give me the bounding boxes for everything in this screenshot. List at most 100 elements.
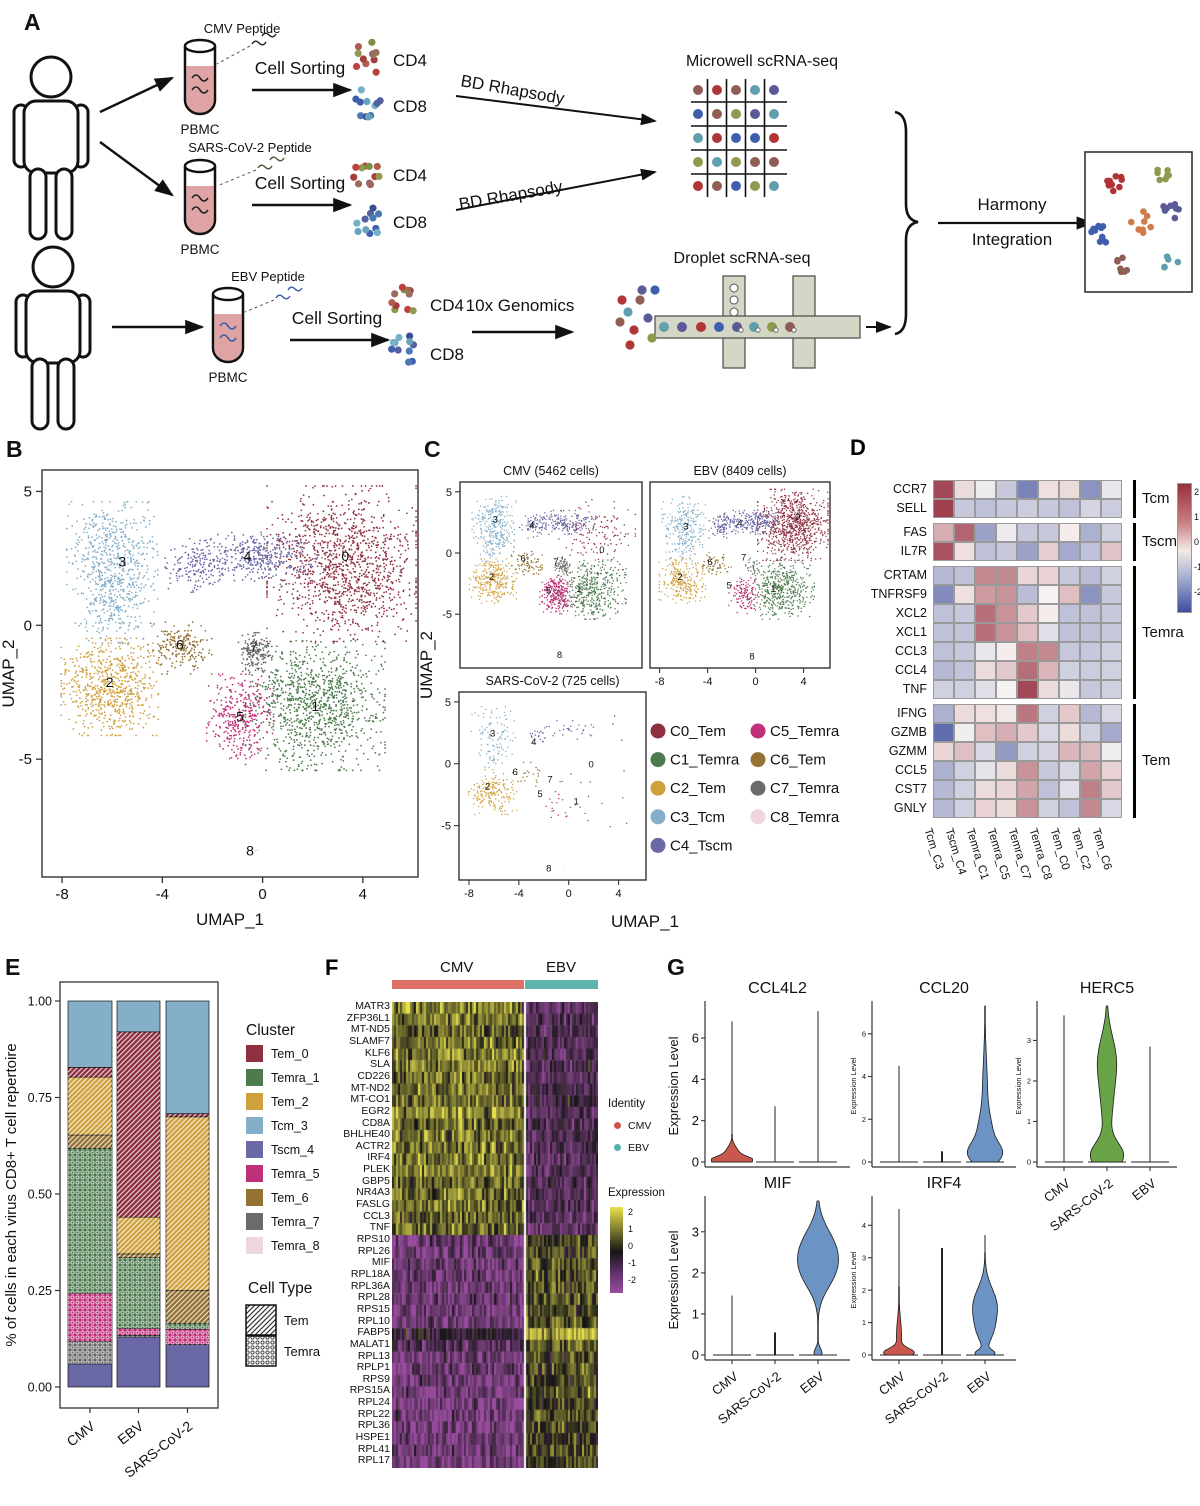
c-y-tick: 0 bbox=[445, 759, 451, 771]
svg-text:0: 0 bbox=[588, 759, 593, 770]
g-x-category: CMV bbox=[709, 1368, 741, 1398]
c-legend-C5_Temra: C5_Temra bbox=[770, 723, 840, 740]
expression-heatmap-canvas bbox=[392, 1002, 598, 1468]
g-x-category: CMV bbox=[1041, 1175, 1073, 1205]
d-heat-cell bbox=[1101, 523, 1122, 542]
svg-text:4: 4 bbox=[529, 521, 534, 532]
d-gene-label: CCR7 bbox=[892, 482, 927, 496]
d-heat-cell bbox=[1038, 680, 1059, 699]
d-heat-cell bbox=[1080, 723, 1101, 742]
svg-text:5: 5 bbox=[537, 789, 542, 800]
d-colorbar-tick: 1 bbox=[1194, 512, 1200, 522]
g-y-tick: 1 bbox=[862, 1318, 866, 1327]
f-colorbar-tick: 2 bbox=[628, 1207, 634, 1217]
g-y-tick: 2 bbox=[862, 1115, 866, 1124]
d-heat-cell bbox=[1038, 585, 1059, 604]
d-gene-row: CRTAM bbox=[855, 566, 1122, 585]
d-heat-cell bbox=[933, 780, 954, 799]
d-heat-cell bbox=[954, 723, 975, 742]
g-y-tick: 0 bbox=[692, 1155, 699, 1170]
d-heat-cell bbox=[996, 723, 1017, 742]
d-group-bar bbox=[1133, 480, 1136, 518]
e-y-tick: 0.50 bbox=[28, 1188, 52, 1202]
d-heat-cell bbox=[1017, 542, 1038, 561]
expression-colorbar bbox=[610, 1207, 623, 1293]
d-heat-cell bbox=[933, 680, 954, 699]
c-legend-C4_Tscm: C4_Tscm bbox=[670, 837, 733, 854]
d-heat-cell bbox=[1038, 799, 1059, 818]
d-heat-cell bbox=[1080, 742, 1101, 761]
d-gene-label: XCL2 bbox=[895, 606, 927, 620]
g-y-tick: 1 bbox=[692, 1306, 699, 1321]
e-x-category: CMV bbox=[63, 1417, 98, 1449]
d-gene-label: CCL3 bbox=[895, 644, 927, 658]
g-y-tick: 1 bbox=[1027, 1117, 1031, 1126]
f-gene-label: CD8A bbox=[361, 1116, 390, 1129]
d-colorbar-tick: -2 bbox=[1194, 587, 1200, 597]
d-gene-row: FAS bbox=[855, 523, 1122, 542]
g-plot-title-CCL20: CCL20 bbox=[919, 980, 969, 997]
ebv-header-bar bbox=[525, 980, 598, 989]
d-heat-cell bbox=[954, 542, 975, 561]
e-legend-Tcm_3: Tcm_3 bbox=[271, 1119, 308, 1133]
person-icon bbox=[14, 245, 92, 431]
d-heat-cell bbox=[1038, 661, 1059, 680]
e-legend-Tem_0: Tem_0 bbox=[271, 1047, 309, 1061]
d-heat-cell bbox=[1038, 480, 1059, 499]
g-y-tick: 0 bbox=[862, 1158, 866, 1167]
d-column-label: Tem_C2 bbox=[1068, 827, 1093, 872]
panel-d-heatmap: D CCR7 SELL FAS IL7R CRTAM TNFRSF9 XCL2 XCL1 CCL… bbox=[845, 435, 1200, 955]
b-y-tick: -5 bbox=[19, 751, 32, 768]
f-gene-label: RPL10 bbox=[357, 1314, 390, 1327]
d-colorbar-tick: 2 bbox=[1194, 487, 1200, 497]
panel-f-deg-heatmap: F CMV EBV MATR3 ZFP36L1 MT-ND5 SLAMF7 KLF6 SL… bbox=[320, 955, 665, 1506]
peptide-squiggle-icon bbox=[275, 286, 303, 300]
f-gene-label: HSPE1 bbox=[355, 1431, 390, 1444]
d-group-label: Tscm bbox=[1142, 533, 1177, 550]
svg-text:3: 3 bbox=[493, 514, 498, 525]
d-gene-label: GZMB bbox=[890, 725, 927, 739]
g-y-tick: 6 bbox=[862, 1029, 866, 1038]
d-gene-label: CST7 bbox=[895, 782, 927, 796]
d-heat-cell bbox=[1059, 523, 1080, 542]
b-x-tick: 0 bbox=[258, 886, 266, 903]
d-heat-cell bbox=[1080, 499, 1101, 518]
d-heat-cell bbox=[1101, 661, 1122, 680]
d-heat-cell bbox=[975, 761, 996, 780]
c-y-tick: -5 bbox=[442, 609, 452, 621]
d-heat-cell bbox=[1038, 723, 1059, 742]
d-heat-cell bbox=[1038, 566, 1059, 585]
svg-text:1: 1 bbox=[574, 797, 579, 808]
peptide-label: SARS-CoV-2 Peptide bbox=[188, 140, 312, 155]
svg-text:6: 6 bbox=[520, 554, 525, 565]
g-y-tick: 2 bbox=[1027, 1077, 1031, 1086]
d-heat-cell bbox=[954, 523, 975, 542]
d-gene-label: XCL1 bbox=[895, 625, 927, 639]
integrated-umap-box bbox=[1084, 151, 1193, 293]
g-y-tick: 3 bbox=[692, 1224, 699, 1239]
d-gene-label: GNLY bbox=[893, 801, 927, 815]
d-heat-cell bbox=[975, 566, 996, 585]
svg-text:6: 6 bbox=[707, 557, 712, 568]
d-heat-cell bbox=[1059, 680, 1080, 699]
d-heat-cell bbox=[975, 480, 996, 499]
g-y-tick: 4 bbox=[862, 1221, 866, 1230]
d-heat-cell bbox=[933, 704, 954, 723]
g-y-tick: 4 bbox=[862, 1072, 866, 1081]
d-heat-cell bbox=[1101, 480, 1122, 499]
column-group-ebv: EBV bbox=[546, 959, 577, 976]
f-gene-label: MALAT1 bbox=[349, 1337, 390, 1350]
d-heat-cell bbox=[933, 761, 954, 780]
g-violin-IRF4-EBV bbox=[972, 1252, 998, 1356]
d-heat-cell bbox=[975, 661, 996, 680]
d-group-label: Tem bbox=[1142, 752, 1171, 769]
d-heat-cell bbox=[1038, 742, 1059, 761]
d-gene-row: XCL1 bbox=[855, 623, 1122, 642]
d-heat-cell bbox=[996, 761, 1017, 780]
d-heat-cell bbox=[1017, 499, 1038, 518]
d-heat-cell bbox=[933, 499, 954, 518]
b-y-tick: 5 bbox=[24, 483, 32, 500]
d-heat-cell bbox=[975, 742, 996, 761]
d-heat-cell bbox=[1017, 780, 1038, 799]
d-gene-row: CST7 bbox=[855, 780, 1122, 799]
